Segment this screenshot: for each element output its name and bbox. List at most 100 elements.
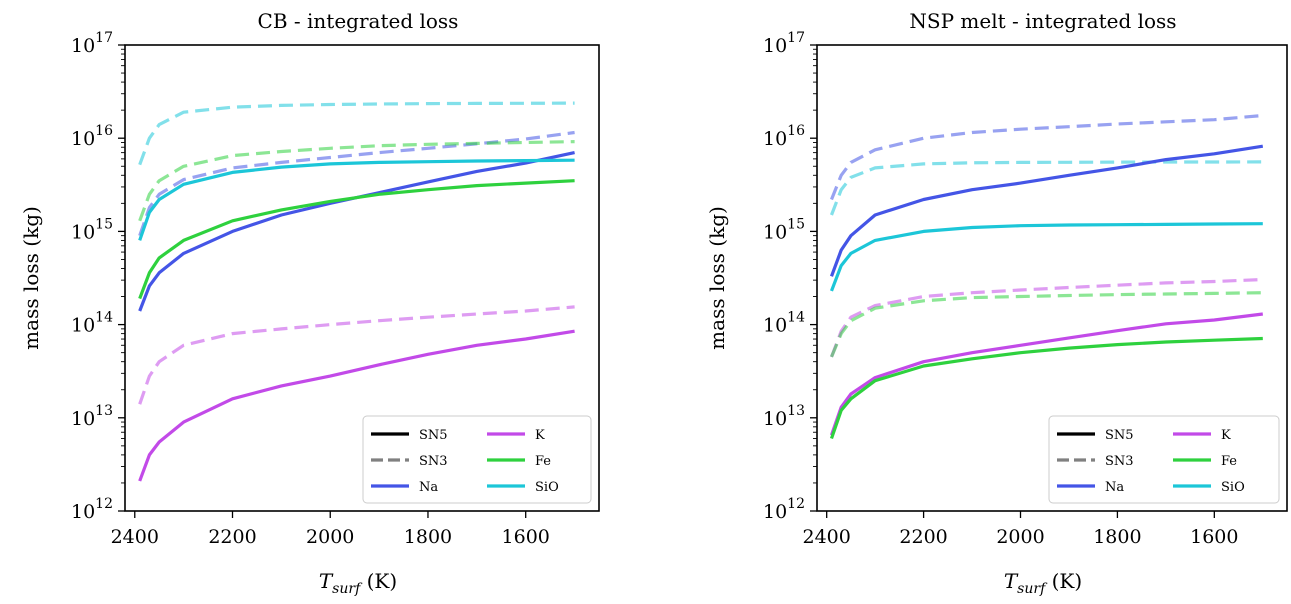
x-axis-label-symbol: T <box>1004 569 1019 593</box>
plot-lines <box>829 113 1264 440</box>
y-tick-base: 10 <box>71 128 95 150</box>
y-tick-label: 1017 <box>763 30 805 57</box>
y-tick-label: 1015 <box>763 216 805 243</box>
y-tick-exponent: 16 <box>95 123 113 139</box>
x-tick-label: 1800 <box>1093 526 1141 548</box>
y-tick-exponent: 15 <box>787 216 805 232</box>
x-tick-label: 1600 <box>502 526 550 548</box>
x-axis-label: Tsurf (K) <box>319 569 397 597</box>
series-line-k-sn3 <box>830 277 1263 358</box>
y-tick-exponent: 15 <box>95 216 113 232</box>
x-axis-label-symbol: T <box>319 569 334 593</box>
series-line-k-sn5 <box>138 329 575 482</box>
legend: SN5 SN3 Na K Fe SiO <box>362 415 592 504</box>
y-tick-label: 1013 <box>71 403 113 430</box>
legend-label-k: K <box>1221 428 1231 443</box>
series-line-k-sn3 <box>138 305 575 405</box>
y-axis-label: mass loss (kg) <box>19 206 43 350</box>
legend-label-fe: Fe <box>1221 454 1237 469</box>
plot-frame <box>816 44 1288 512</box>
series-line-na-sn5 <box>138 151 575 312</box>
x-axis-label-subscript: surf <box>332 581 363 597</box>
y-tick-base: 10 <box>763 315 787 337</box>
x-tick-label: 2400 <box>803 526 851 548</box>
series-line-sio-sn3 <box>138 101 575 166</box>
y-tick-exponent: 17 <box>787 30 805 46</box>
y-tick-exponent: 14 <box>95 310 113 326</box>
x-axis-label-subscript: surf <box>1017 581 1048 597</box>
series-line-sio-sn3 <box>830 160 1263 216</box>
plot-frame <box>124 44 600 512</box>
x-tick-label: 2200 <box>208 526 256 548</box>
y-tick-label: 1017 <box>71 30 113 57</box>
series-line-na-sn5 <box>829 144 1264 277</box>
legend-label-sn5: SN5 <box>1105 428 1134 443</box>
y-tick-exponent: 13 <box>95 403 113 419</box>
y-tick-label: 1016 <box>71 123 113 150</box>
legend-label-sn3: SN3 <box>419 454 448 469</box>
x-tick-label: 1600 <box>1190 526 1238 548</box>
legend-box <box>1048 415 1280 504</box>
x-axis: 2400 2200 2000 1800 1600 <box>803 511 1238 548</box>
chart-title: CB - integrated loss <box>258 9 459 33</box>
y-tick-base: 10 <box>763 221 787 243</box>
x-axis-label-unit: (K) <box>360 569 397 593</box>
legend-label-na: Na <box>419 480 438 495</box>
plot-lines <box>138 101 575 482</box>
legend-label-fe: Fe <box>535 454 551 469</box>
y-tick-base: 10 <box>763 501 787 523</box>
x-axis-label-unit: (K) <box>1045 569 1082 593</box>
y-tick-exponent: 13 <box>787 403 805 419</box>
y-tick-exponent: 16 <box>787 123 805 139</box>
y-tick-label: 1012 <box>763 496 805 523</box>
y-tick-base: 10 <box>71 35 95 57</box>
series-line-fe-sn5 <box>829 336 1263 440</box>
series-line-na-sn3 <box>830 113 1263 201</box>
x-tick-label: 1800 <box>404 526 452 548</box>
x-tick-label: 2000 <box>306 526 354 548</box>
legend-label-sio: SiO <box>1221 480 1245 495</box>
y-tick-exponent: 12 <box>787 496 805 512</box>
y-tick-exponent: 14 <box>787 310 805 326</box>
legend-label-sn3: SN3 <box>1105 454 1134 469</box>
legend-label-sn5: SN5 <box>419 428 448 443</box>
legend-label-na: Na <box>1105 480 1124 495</box>
x-axis-label: Tsurf (K) <box>1004 569 1082 597</box>
y-tick-label: 1015 <box>71 216 113 243</box>
y-tick-label: 1016 <box>763 123 805 150</box>
y-tick-exponent: 17 <box>95 30 113 46</box>
series-line-fe-sn3 <box>830 291 1263 358</box>
y-tick-base: 10 <box>71 408 95 430</box>
chart-panel-cb: CB - integrated loss 1012101310141015101… <box>19 9 600 597</box>
y-tick-base: 10 <box>71 501 95 523</box>
x-tick-label: 2000 <box>996 526 1044 548</box>
y-tick-label: 1012 <box>71 496 113 523</box>
series-line-sio-sn5 <box>830 222 1263 292</box>
x-tick-label: 2400 <box>111 526 159 548</box>
y-tick-base: 10 <box>763 408 787 430</box>
legend-label-sio: SiO <box>535 480 559 495</box>
chart-title: NSP melt - integrated loss <box>909 9 1176 33</box>
series-line-na-sn3 <box>138 130 575 237</box>
series-line-sio-sn5 <box>138 158 575 241</box>
series-line-k-sn5 <box>829 312 1263 436</box>
legend-label-k: K <box>535 428 545 443</box>
legend: SN5 SN3 Na K Fe SiO <box>1048 415 1280 504</box>
x-tick-label: 2200 <box>899 526 947 548</box>
y-tick-label: 1014 <box>763 310 805 337</box>
y-tick-label: 1014 <box>71 310 113 337</box>
y-tick-base: 10 <box>71 221 95 243</box>
series-line-fe-sn3 <box>138 140 575 222</box>
y-tick-base: 10 <box>763 35 787 57</box>
y-tick-exponent: 12 <box>95 496 113 512</box>
series-line-fe-sn5 <box>138 179 575 300</box>
x-axis: 2400 2200 2000 1800 1600 <box>111 511 550 548</box>
y-tick-base: 10 <box>763 128 787 150</box>
chart-panel-nsp: NSP melt - integrated loss 1012101310141… <box>705 9 1288 597</box>
y-tick-label: 1013 <box>763 403 805 430</box>
legend-box <box>362 415 592 504</box>
y-axis-label: mass loss (kg) <box>705 206 729 350</box>
